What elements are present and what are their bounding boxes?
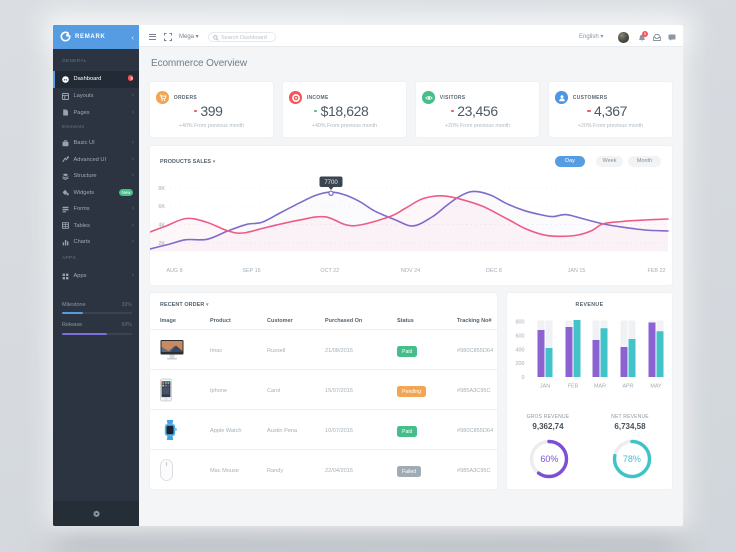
svg-text:6K: 6K (158, 204, 165, 210)
svg-text:800: 800 (516, 320, 525, 326)
svg-text:8K: 8K (158, 185, 165, 191)
svg-text:OCT 22: OCT 22 (320, 268, 339, 274)
svg-text:AUG 8: AUG 8 (166, 268, 182, 274)
svg-text:MAY: MAY (650, 384, 662, 390)
svg-text:4K: 4K (158, 222, 165, 228)
svg-text:600: 600 (516, 333, 525, 339)
svg-text:JAN: JAN (540, 384, 550, 390)
svg-text:2K: 2K (158, 240, 165, 246)
svg-text:400: 400 (516, 347, 525, 353)
svg-text:DEC 8: DEC 8 (486, 268, 502, 274)
svg-text:JAN 15: JAN 15 (568, 268, 586, 274)
svg-text:0: 0 (522, 375, 525, 381)
svg-text:MAR: MAR (594, 384, 606, 390)
svg-text:7700: 7700 (324, 180, 338, 186)
svg-text:200: 200 (516, 361, 525, 367)
svg-text:FEB: FEB (568, 384, 579, 390)
svg-text:SEP 15: SEP 15 (242, 268, 260, 274)
svg-text:NOV 24: NOV 24 (401, 268, 420, 274)
svg-text:APR: APR (622, 384, 633, 390)
svg-text:FEB 22: FEB 22 (648, 268, 666, 274)
